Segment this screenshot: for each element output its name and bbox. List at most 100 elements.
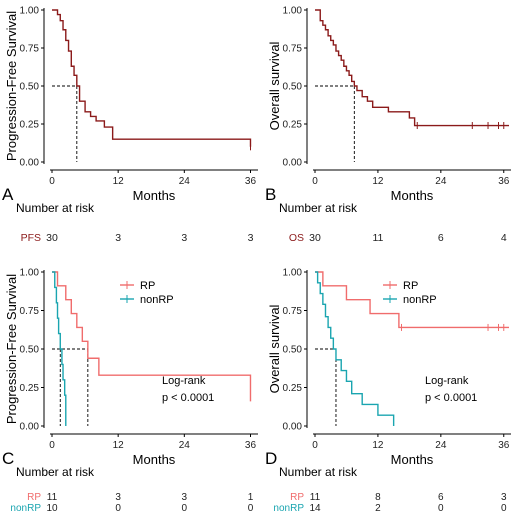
y-axis-title: Overall survival bbox=[267, 41, 282, 130]
y-tick-label: 0.50 bbox=[283, 82, 303, 93]
x-axis-title: Months bbox=[391, 452, 434, 467]
risk-table-title: Number at risk bbox=[279, 465, 358, 479]
risk-count: 30 bbox=[46, 232, 58, 244]
x-axis-title: Months bbox=[391, 188, 434, 203]
y-tick-label: 0.75 bbox=[283, 44, 303, 55]
survival-curve-series bbox=[315, 9, 509, 127]
x-tick-label: 36 bbox=[498, 176, 510, 187]
panel-b: 0.00 0.25 0.50 0.75 1.00 0 12 24 36 Months Overall… bbox=[265, 6, 511, 244]
risk-count: 0 bbox=[248, 503, 254, 514]
risk-table-title: Number at risk bbox=[16, 201, 95, 215]
risk-count: 4 bbox=[501, 232, 507, 244]
survival-curve-series bbox=[52, 9, 252, 147]
risk-count: 1 bbox=[248, 492, 254, 503]
y-tick-label: 0.50 bbox=[283, 345, 303, 356]
risk-row-label: PFS bbox=[21, 232, 41, 244]
risk-row-label: nonRP bbox=[273, 503, 304, 514]
x-tick-label: 24 bbox=[435, 440, 447, 451]
x-tick-label: 12 bbox=[372, 440, 384, 451]
y-tick-label: 0.75 bbox=[20, 44, 40, 55]
y-tick-label: 0.00 bbox=[20, 158, 40, 169]
y-tick-label: 0.00 bbox=[20, 422, 40, 433]
y-tick-label: 0.25 bbox=[20, 383, 40, 394]
x-axis-title: Months bbox=[133, 452, 176, 467]
legend-label: RP bbox=[403, 280, 418, 292]
risk-count: 3 bbox=[501, 492, 507, 503]
y-axis-title: Overall survival bbox=[267, 304, 282, 393]
y-tick-label: 0.75 bbox=[20, 306, 40, 317]
y-tick-label: 0.00 bbox=[283, 158, 303, 169]
risk-row-label: RP bbox=[290, 492, 304, 503]
x-tick-label: 0 bbox=[312, 440, 318, 451]
survival-curve-nonrp bbox=[315, 271, 395, 426]
risk-row-label: nonRP bbox=[10, 503, 41, 514]
risk-count: 11 bbox=[47, 492, 58, 503]
survival-curve-rp bbox=[52, 271, 252, 402]
risk-count: 6 bbox=[438, 492, 444, 503]
survival-curve-rp bbox=[315, 271, 509, 329]
risk-count: 2 bbox=[375, 503, 381, 514]
x-tick-label: 36 bbox=[498, 440, 510, 451]
x-tick-label: 12 bbox=[372, 176, 384, 187]
x-tick-label: 36 bbox=[245, 176, 257, 187]
y-axis-title: Progression-Free Survival bbox=[4, 11, 19, 161]
x-tick-label: 0 bbox=[312, 176, 318, 187]
panel-a: 0.00 0.25 0.50 0.75 1.00 0 12 24 36 Months Progres… bbox=[2, 6, 258, 244]
legend-label: nonRP bbox=[403, 294, 437, 306]
logrank-label: Log-rank bbox=[162, 375, 206, 387]
panel-d: 0.000.250.500.751.000 12 24 36MonthsOverall… bbox=[265, 268, 511, 514]
risk-count: 0 bbox=[501, 503, 507, 514]
risk-count: 8 bbox=[375, 492, 381, 503]
survival-curve-nonrp bbox=[52, 271, 67, 426]
risk-count: 11 bbox=[310, 492, 321, 503]
legend-label: nonRP bbox=[140, 294, 174, 306]
x-tick-label: 0 bbox=[49, 440, 55, 451]
risk-count: 6 bbox=[438, 232, 444, 244]
y-tick-label: 0.00 bbox=[283, 422, 303, 433]
y-tick-label: 0.50 bbox=[20, 82, 40, 93]
x-tick-label: 0 bbox=[49, 176, 55, 187]
risk-row-label: OS bbox=[289, 232, 304, 244]
risk-count: 0 bbox=[182, 503, 188, 514]
p-value-label: p < 0.0001 bbox=[425, 392, 477, 404]
x-tick-label: 24 bbox=[179, 440, 191, 451]
risk-table-title: Number at risk bbox=[16, 465, 95, 479]
p-value-label: p < 0.0001 bbox=[162, 392, 214, 404]
y-tick-label: 1.00 bbox=[20, 6, 40, 17]
risk-count: 3 bbox=[115, 492, 121, 503]
risk-count: 0 bbox=[115, 503, 121, 514]
y-tick-label: 0.75 bbox=[283, 306, 303, 317]
y-tick-label: 1.00 bbox=[20, 268, 40, 279]
y-tick-label: 0.25 bbox=[20, 120, 40, 131]
panel-c: 0.00 0.25 0.50 0.75 1.00 0 12 24 36 Months Progres… bbox=[2, 268, 258, 514]
logrank-label: Log-rank bbox=[425, 375, 469, 387]
x-tick-label: 24 bbox=[435, 176, 447, 187]
y-tick-label: 0.25 bbox=[283, 383, 303, 394]
risk-count: 3 bbox=[248, 232, 254, 244]
risk-table-title: Number at risk bbox=[279, 201, 358, 215]
legend-label: RP bbox=[140, 280, 155, 292]
risk-count: 11 bbox=[372, 232, 383, 244]
risk-count: 30 bbox=[309, 232, 321, 244]
risk-count: 14 bbox=[309, 503, 321, 514]
risk-count: 0 bbox=[438, 503, 444, 514]
x-tick-label: 36 bbox=[245, 440, 257, 451]
risk-count: 3 bbox=[182, 492, 188, 503]
x-tick-label: 24 bbox=[179, 176, 191, 187]
y-tick-label: 0.50 bbox=[20, 345, 40, 356]
y-tick-label: 0.25 bbox=[283, 120, 303, 131]
risk-count: 10 bbox=[46, 503, 58, 514]
panel-label: A bbox=[2, 185, 14, 204]
y-axis-title: Progression-Free Survival bbox=[4, 274, 19, 424]
y-tick-label: 1.00 bbox=[283, 6, 303, 17]
panel-label: C bbox=[2, 449, 14, 468]
risk-row-label: RP bbox=[27, 492, 41, 503]
panel-label: B bbox=[265, 185, 276, 204]
y-tick-label: 1.00 bbox=[283, 268, 303, 279]
risk-count: 3 bbox=[181, 232, 187, 244]
x-tick-label: 12 bbox=[113, 440, 125, 451]
panel-label: D bbox=[265, 449, 277, 468]
risk-count: 3 bbox=[115, 232, 121, 244]
x-tick-label: 12 bbox=[113, 176, 125, 187]
